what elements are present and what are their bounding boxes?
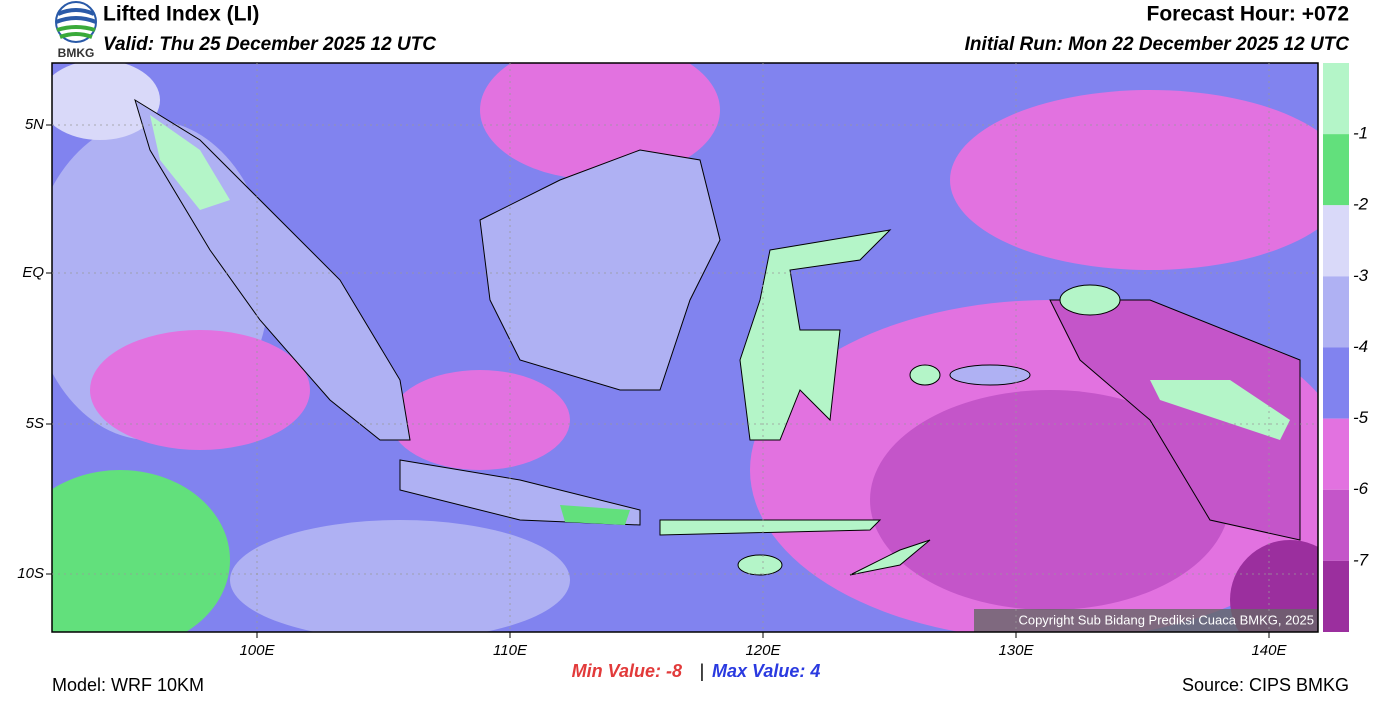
initial-run: Initial Run: Mon 22 December 2025 12 UTC: [965, 34, 1350, 55]
lat-label: 5N: [25, 116, 44, 133]
copyright: Copyright Sub Bidang Prediksi Cuaca BMKG…: [1018, 612, 1314, 627]
separator: |: [700, 661, 705, 681]
legend-swatch: [1323, 63, 1349, 135]
legend-label: -5: [1353, 408, 1369, 427]
model: Model: WRF 10KM: [52, 675, 204, 695]
axes: 5N EQ 5S 10S 100E 110E 120E 130E 140E: [17, 63, 1318, 659]
legend-label: -3: [1353, 266, 1369, 285]
legend-swatch: [1323, 276, 1349, 348]
source: Source: CIPS BMKG: [1182, 675, 1349, 695]
legend-label: -7: [1353, 550, 1369, 569]
lon-label: 130E: [998, 642, 1034, 659]
forecast-hour: Forecast Hour: +072: [1147, 3, 1350, 26]
legend-swatch: [1323, 134, 1349, 206]
logo-text: BMKG: [58, 46, 95, 60]
lat-label: EQ: [22, 264, 44, 281]
lon-label: 140E: [1251, 642, 1287, 659]
lat-label: 5S: [26, 415, 44, 432]
logo: BMKG: [55, 1, 97, 60]
min-value: Min Value: -8: [572, 661, 682, 681]
legend-label: -2: [1353, 195, 1369, 214]
legend-label: -4: [1353, 337, 1368, 356]
legend-label: -1: [1353, 124, 1368, 143]
legend-swatch: [1323, 489, 1349, 561]
legend-swatch: [1323, 347, 1349, 419]
legend-swatch: [1323, 205, 1349, 277]
color-legend: -1 -2 -3 -4 -5 -6 -7: [1323, 63, 1369, 632]
max-value: Max Value: 4: [712, 661, 820, 681]
legend-swatch: [1323, 418, 1349, 490]
valid-time: Valid: Thu 25 December 2025 12 UTC: [103, 34, 436, 55]
title: Lifted Index (LI): [103, 3, 259, 26]
map-field: Copyright Sub Bidang Prediksi Cuaca BMKG…: [52, 63, 1318, 632]
legend-swatch: [1323, 560, 1349, 632]
lon-label: 100E: [239, 642, 275, 659]
legend-label: -6: [1353, 479, 1369, 498]
map-frame: [51, 62, 1319, 633]
lon-label: 110E: [493, 642, 528, 659]
lon-label: 120E: [745, 642, 781, 659]
lat-label: 10S: [17, 565, 44, 582]
